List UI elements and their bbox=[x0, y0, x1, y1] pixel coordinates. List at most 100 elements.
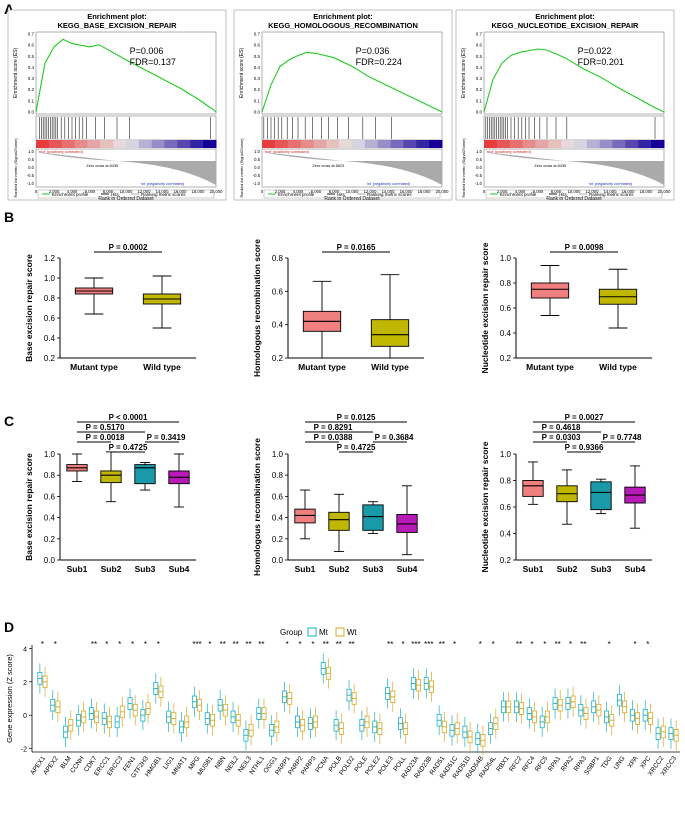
rank-color-bar-segment bbox=[177, 140, 191, 148]
rank-tick-label: 12,000 bbox=[364, 189, 377, 194]
gsea-plot-2: Enrichment plot:KEGG_NUCLEOTIDE_EXCISION… bbox=[455, 9, 675, 202]
y-tick-label: 0.0 bbox=[44, 556, 56, 565]
rank-tick-label: 8,000 bbox=[551, 189, 562, 194]
x-category-label: Mutant type bbox=[70, 362, 118, 372]
x-category-label: Sub4 bbox=[625, 564, 646, 574]
d-legend-mt-label: Mt bbox=[319, 628, 329, 637]
rank-color-bar-segment bbox=[638, 140, 652, 148]
y-tick-label: 0.2 bbox=[500, 556, 512, 565]
rank-tick-label: 2,000 bbox=[497, 189, 508, 194]
positive-correlation-label: 'mut' (positively correlated) bbox=[38, 150, 84, 154]
box-iqr bbox=[328, 511, 350, 531]
rank-tick-label: 8,000 bbox=[329, 189, 340, 194]
d-y-axis-label: Gene expression (Z score) bbox=[5, 654, 14, 743]
rank-color-bar-segment bbox=[599, 140, 614, 148]
y-tick-label: 0.2 bbox=[44, 535, 56, 544]
gsea-title-line2: KEGG_HOMOLOGOUS_RECOMBINATION bbox=[268, 21, 418, 30]
comparison-p-value: P = 0.0125 bbox=[337, 413, 376, 422]
rank-axis-label: Rank in Ordered Dataset bbox=[546, 196, 602, 202]
rank-tick-label: 18,000 bbox=[418, 189, 431, 194]
rank-tick-label: 16,000 bbox=[174, 189, 187, 194]
comparison-p-value: P = 0.0098 bbox=[565, 243, 604, 252]
rank-tick-label: 10,000 bbox=[120, 189, 133, 194]
x-category-label: Sub3 bbox=[591, 564, 612, 574]
y-tick-label: 0.6 bbox=[44, 314, 56, 323]
rank-tick-label: 0 bbox=[261, 189, 264, 194]
es-tick-label: 0.0 bbox=[28, 110, 35, 115]
rank-color-bar-segment bbox=[561, 140, 575, 148]
rank-tick-label: 10,000 bbox=[568, 189, 581, 194]
d-gene-label: RFC5 bbox=[534, 755, 550, 773]
y-tick-label: 0.6 bbox=[272, 287, 284, 296]
y-tick-label: 0.6 bbox=[272, 492, 284, 501]
es-tick-label: 0.3 bbox=[254, 76, 261, 81]
y-tick-label: 0.8 bbox=[272, 254, 284, 263]
es-axis-label: Enrichment score (ES) bbox=[461, 48, 467, 99]
x-category-label: Sub3 bbox=[135, 564, 156, 574]
negative-metric-area bbox=[117, 161, 216, 185]
boxplot-panels: 0.2 0.4 0.6 0.8 1.0 1.2 Base excision repair s… bbox=[24, 239, 652, 576]
comparison-p-value: P = 0.0002 bbox=[109, 243, 148, 252]
rank-tick-label: 0 bbox=[35, 189, 38, 194]
rank-color-bar-segment bbox=[300, 140, 314, 148]
box-iqr bbox=[370, 319, 410, 347]
y-tick-label: 0.8 bbox=[500, 279, 512, 288]
legend-enrichment-label: Enrichment profile bbox=[500, 192, 537, 197]
x-category-label: Wild type bbox=[599, 362, 637, 372]
box-iqr bbox=[522, 480, 544, 497]
es-tick-label: 0.1 bbox=[476, 98, 483, 103]
x-category-label: Wild type bbox=[143, 362, 181, 372]
es-tick-label: 0.1 bbox=[254, 98, 261, 103]
x-category-label: Sub3 bbox=[363, 564, 384, 574]
gsea-plot-0: Enrichment plot:KEGG_BASE_EXCISION_REPAI… bbox=[7, 9, 227, 202]
rank-color-bar-segment bbox=[262, 140, 276, 148]
d-significance-mark: ** bbox=[348, 640, 354, 649]
rank-tick-label: 20,000 bbox=[210, 189, 223, 194]
d-significance-mark: * bbox=[157, 640, 160, 649]
es-axis-label: Enrichment score (ES) bbox=[239, 48, 245, 99]
metric-tick-label: 1.0 bbox=[254, 149, 260, 154]
rank-color-bar-segment bbox=[326, 140, 340, 148]
panel-label-a: A bbox=[4, 1, 14, 17]
x-category-label: Mutant type bbox=[526, 362, 574, 372]
comparison-p-value: P = 0.4618 bbox=[542, 423, 581, 432]
y-tick-label: 0.4 bbox=[44, 514, 56, 523]
d-y-tick-label: -2 bbox=[21, 747, 27, 754]
enrichment-profile-line bbox=[261, 51, 443, 113]
rank-tick-label: 6,000 bbox=[533, 189, 544, 194]
d-significance-mark: ** bbox=[580, 640, 586, 649]
comparison-p-value: P = 0.0165 bbox=[337, 243, 376, 252]
gsea-p-value: P=0.036 bbox=[356, 46, 390, 56]
positive-correlation-label: 'mut' (positively correlated) bbox=[264, 150, 310, 154]
d-gene-label: UNG bbox=[613, 755, 627, 771]
metric-tick-label: -0.5 bbox=[253, 173, 261, 178]
es-tick-label: 0.4 bbox=[254, 65, 261, 70]
rank-tick-label: 12,000 bbox=[586, 189, 599, 194]
comparison-p-value: P < 0.0001 bbox=[109, 413, 148, 422]
rank-color-bar-segment bbox=[612, 140, 626, 148]
legend-metric-label: Ranking metric scores bbox=[367, 192, 412, 197]
y-tick-label: 0.4 bbox=[500, 530, 512, 539]
metric-axis-label: Ranked list metric (Signal2Noise) bbox=[461, 138, 466, 198]
d-significance-mark: * bbox=[286, 640, 289, 649]
y-tick-label: 1.0 bbox=[500, 450, 512, 459]
negative-metric-area bbox=[343, 161, 442, 185]
y-tick-label: 1.2 bbox=[44, 254, 56, 263]
rank-color-bar-segment bbox=[352, 140, 366, 148]
enrichment-profile-line bbox=[483, 48, 665, 113]
es-tick-label: 0.3 bbox=[28, 76, 35, 81]
d-y-tick-label: 0 bbox=[23, 713, 27, 720]
y-axis-label: Homologous recombination score bbox=[252, 438, 262, 576]
gsea-fdr-value: FDR=0.201 bbox=[578, 57, 624, 67]
es-tick-label: 0.7 bbox=[254, 32, 261, 37]
rank-tick-label: 6,000 bbox=[85, 189, 96, 194]
y-tick-label: 1.0 bbox=[44, 450, 56, 459]
y-tick-label: 0.2 bbox=[272, 535, 284, 544]
rank-color-bar-segment bbox=[74, 140, 88, 148]
rank-tick-label: 2,000 bbox=[275, 189, 286, 194]
comparison-p-value: P = 0.3419 bbox=[147, 433, 186, 442]
boxplot-chart-5: 0.2 0.4 0.6 0.8 1.0 Nucleotide excision repai… bbox=[480, 413, 652, 574]
es-tick-label: 0.2 bbox=[254, 87, 261, 92]
comparison-p-value: P = 0.9366 bbox=[565, 443, 604, 452]
d-significance-mark: ** bbox=[233, 640, 239, 649]
